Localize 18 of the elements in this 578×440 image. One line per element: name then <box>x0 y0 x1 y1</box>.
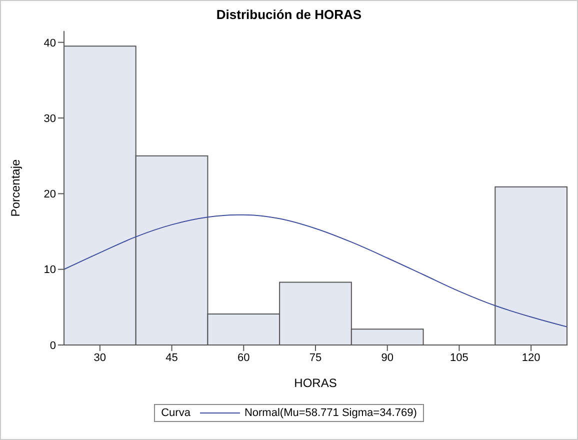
y-axis-title: Porcentaje <box>8 158 22 217</box>
line-series <box>64 214 567 328</box>
x-axis-title: HORAS <box>294 376 337 390</box>
x-tick-label: 90 <box>381 352 394 364</box>
legend-title: Curva <box>161 407 190 419</box>
chart-title: Distribución de HORAS <box>215 7 363 22</box>
legend-label: Normal(Mu=58.771 Sigma=34.769) <box>244 407 417 419</box>
y-tick-label: 40 <box>44 37 56 50</box>
x-tick-label: 120 <box>522 352 540 364</box>
y-tick-label: 30 <box>44 112 56 125</box>
y-tick-label: 10 <box>44 264 56 276</box>
x-tick-label: 60 <box>238 352 250 364</box>
y-tick-label: 20 <box>44 188 56 201</box>
x-tick-label: 105 <box>450 352 468 364</box>
x-tick-label: 30 <box>94 352 106 364</box>
x-tick-label: 75 <box>309 352 322 364</box>
y-tick-label: 0 <box>50 340 56 352</box>
x-tick-label: 45 <box>166 352 178 364</box>
